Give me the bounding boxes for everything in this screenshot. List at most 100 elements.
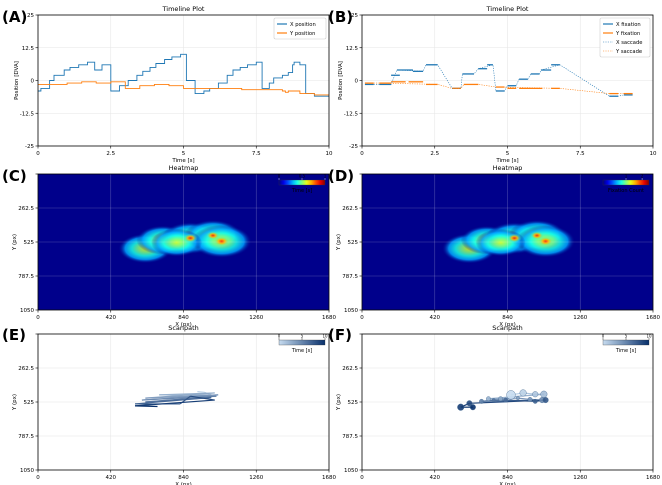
- fixation-point: [532, 398, 538, 404]
- y-tick-label: 25: [351, 13, 358, 19]
- series-line: [38, 53, 329, 97]
- legend-label: X saccade: [616, 40, 642, 46]
- colorbar-bar: [602, 339, 650, 346]
- y-tick-label: 12.5: [346, 46, 359, 52]
- legend-box: [599, 17, 651, 58]
- x-tick-label: 10: [326, 151, 333, 157]
- scanpath-segment: [134, 396, 212, 405]
- fixation-point: [469, 404, 476, 411]
- y-tick-label: -25: [349, 144, 358, 150]
- y-axis-label: Y (px): [336, 394, 342, 411]
- heat-core: [530, 231, 544, 240]
- chart-title: Timeline Plot: [162, 5, 205, 13]
- plot-content: [362, 174, 653, 310]
- y-tick-label: 787.5: [342, 274, 358, 280]
- heat-blob: [475, 228, 526, 257]
- plot-content: [362, 334, 653, 470]
- plot-content: [362, 15, 653, 146]
- x-axis-label: Time [s]: [495, 158, 518, 164]
- panel-e: (E) Scanpath 0 420 840 1260 1680 262.5 525 787.5 1…: [2, 324, 336, 485]
- y-tick-label: 1050: [20, 468, 34, 474]
- fixation-point: [506, 390, 516, 400]
- y-tick-label: 0: [31, 79, 35, 85]
- chart-title: Scanpath: [492, 324, 523, 332]
- y-axis-label: Position [DVA]: [14, 61, 20, 100]
- x-tick-label: 0: [36, 475, 40, 481]
- fixation-point: [491, 398, 496, 402]
- x-tick-label: 2.5: [106, 151, 115, 157]
- colorbar-tick-label: 5: [625, 334, 628, 339]
- y-tick-label: 0: [355, 79, 359, 85]
- fixation-point: [486, 396, 491, 402]
- panel-letter: (F): [328, 326, 352, 344]
- x-tick-label: 2.5: [430, 151, 439, 157]
- heat-core: [213, 236, 230, 247]
- y-axis-label: Y (px): [336, 234, 342, 251]
- fixation-point: [527, 397, 533, 402]
- y-tick-label: 262.5: [18, 366, 34, 372]
- x-tick-label: 7.5: [576, 151, 585, 157]
- y-tick-label: 525: [24, 400, 35, 406]
- legend-label: X fixation: [616, 22, 641, 28]
- x-tick-label: 1680: [646, 315, 660, 321]
- y-tick-label: 525: [348, 400, 359, 406]
- colorbar-tick-label: 0.5: [299, 174, 306, 179]
- fixation-point: [542, 397, 549, 404]
- x-tick-label: 420: [430, 315, 441, 321]
- series-line: [373, 64, 624, 97]
- legend: X position Y position: [273, 17, 327, 40]
- y-tick-label: 262.5: [342, 366, 358, 372]
- x-tick-label: 1260: [249, 475, 263, 481]
- series-line: [373, 82, 624, 94]
- panel-a: (A) Timeline Plot 0 2.5 5 7.5 10 25 12.5 0 -12.5 -2…: [2, 5, 333, 164]
- colorbar-tick-label: 0: [278, 334, 281, 339]
- fixation-point: [479, 398, 484, 404]
- x-tick-label: 840: [178, 315, 189, 321]
- y-tick-label: -25: [25, 144, 34, 150]
- panel-letter: (D): [328, 167, 354, 185]
- y-tick-label: 12.5: [22, 46, 35, 52]
- panel-letter: (B): [328, 8, 353, 26]
- fixation-point: [466, 400, 473, 407]
- colorbar: 0 5 10 Time [s]: [277, 334, 328, 358]
- colorbar-tick-label: 10: [646, 334, 652, 339]
- x-tick-label: 7.5: [252, 151, 261, 157]
- plot-content: [38, 174, 329, 310]
- x-tick-label: 420: [106, 475, 117, 481]
- colorbar-tick-label: 5: [301, 334, 304, 339]
- x-tick-label: 840: [502, 475, 513, 481]
- plot-content: [38, 334, 329, 470]
- colorbar-tick-label: 2: [641, 174, 644, 179]
- x-tick-label: 1680: [646, 475, 660, 481]
- heat-blob: [151, 228, 203, 257]
- y-tick-label: 787.5: [342, 434, 358, 440]
- x-tick-label: 420: [106, 315, 117, 321]
- y-tick-label: 1050: [20, 308, 34, 314]
- colorbar-bar: [278, 179, 326, 186]
- x-tick-label: 1680: [322, 315, 336, 321]
- x-tick-label: 0: [360, 151, 364, 157]
- y-tick-label: 787.5: [18, 274, 34, 280]
- fixation-point: [519, 389, 527, 397]
- x-axis-label: X (px): [499, 322, 516, 328]
- colorbar-bar: [602, 179, 650, 186]
- y-tick-label: 262.5: [18, 206, 34, 212]
- x-tick-label: 840: [178, 475, 189, 481]
- x-axis-label: X (px): [499, 482, 516, 485]
- x-tick-label: 1260: [249, 315, 263, 321]
- colorbar-label: Time [s]: [615, 348, 636, 354]
- y-tick-label: 1050: [344, 468, 358, 474]
- colorbar-tick-label: 0: [278, 174, 281, 179]
- chart-title: Heatmap: [493, 164, 523, 172]
- panel-b: (B) Timeline Plot 0 2.5 5 7.5 10 25 12.5 0 -12.5 -2…: [328, 5, 657, 164]
- colorbar-tick-label: 10: [322, 334, 328, 339]
- colorbar-tick-label: 1: [625, 174, 628, 179]
- x-tick-label: 420: [430, 475, 441, 481]
- x-tick-label: 1260: [573, 475, 587, 481]
- fixation-point: [457, 403, 465, 411]
- y-tick-label: 262.5: [342, 206, 358, 212]
- scanpath-segment: [134, 399, 215, 407]
- panel-letter: (E): [2, 326, 26, 344]
- panel-d: (D) Heatmap 0 420 840 1260 1680 262.5 525 787.5 10…: [328, 164, 660, 328]
